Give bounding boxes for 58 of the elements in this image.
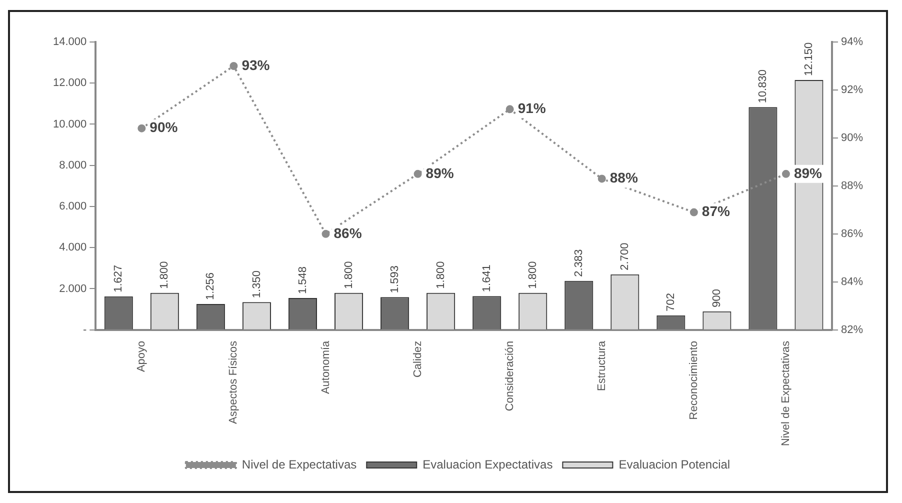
y2-tick-label: 92% (840, 84, 864, 96)
point (690, 208, 698, 216)
y-tick-label: 4.000 (59, 242, 87, 254)
point (322, 230, 330, 238)
y2-tick-label: 86% (840, 228, 864, 240)
y-tick-label: 12.000 (52, 77, 87, 90)
data-label: 91% (518, 100, 546, 116)
legend-label: Nivel de Expectativas (242, 457, 357, 472)
point (230, 62, 238, 70)
data-label: 1.800 (526, 261, 539, 289)
point (506, 105, 514, 114)
data-label: 90% (150, 119, 178, 136)
data-label: 86% (334, 224, 362, 241)
data-label: 89% (794, 164, 823, 181)
x-tick-label: Reconocimiento (688, 340, 700, 420)
data-label: 87% (702, 203, 730, 220)
data-label: 1.800 (158, 261, 171, 289)
y-tick-label: 2.000 (59, 282, 87, 295)
data-label: 89% (426, 164, 454, 181)
data-label: 1.627 (112, 264, 125, 292)
y2-tick-label: 84% (840, 276, 864, 288)
y-tick-label: 8.000 (59, 159, 87, 172)
x-tick-label: Nivel de Expectativas (780, 340, 792, 446)
x-tick-label: Consideración (504, 340, 516, 412)
y-tick-label: - (82, 324, 87, 336)
data-label: 2.700 (618, 242, 631, 270)
x-tick-label: Estructura (596, 340, 608, 391)
y2-tick-label: 88% (840, 180, 864, 192)
x-tick-label: Aspectos Físicos (228, 340, 240, 424)
point (138, 124, 146, 132)
x-tick-label: Apoyo (136, 340, 148, 372)
data-label: 1.350 (250, 270, 263, 298)
point (414, 170, 422, 178)
data-label: 1.800 (434, 261, 447, 289)
point (782, 170, 790, 178)
data-label: 1.593 (388, 266, 401, 294)
data-label: 88% (610, 170, 638, 186)
x-tick-label: Calidez (412, 340, 424, 378)
data-label: 1.641 (480, 264, 493, 292)
data-label: 2.383 (572, 249, 585, 277)
x-tick-label: Autonomía (320, 340, 332, 394)
y-tick-label: 10.000 (52, 118, 87, 130)
data-label: 702 (664, 293, 677, 312)
y2-tick-label: 82% (840, 324, 864, 336)
y2-tick-label: 90% (840, 132, 864, 144)
data-label: 1.256 (204, 272, 217, 300)
data-label: 93% (242, 56, 270, 73)
data-label: 1.800 (342, 261, 355, 289)
data-label: 900 (710, 288, 723, 308)
y-tick-label: 14.000 (52, 36, 87, 48)
data-label: 12.150 (803, 42, 816, 76)
legend-label: Evaluacion Potencial (618, 457, 730, 472)
data-label: 10.830 (756, 70, 769, 104)
y-tick-label: 6.000 (59, 200, 87, 213)
data-label: 1.548 (296, 266, 309, 294)
y2-tick-label: 94% (840, 36, 864, 48)
point (598, 174, 606, 183)
legend-label: Evaluacion Expectativas (422, 457, 553, 472)
